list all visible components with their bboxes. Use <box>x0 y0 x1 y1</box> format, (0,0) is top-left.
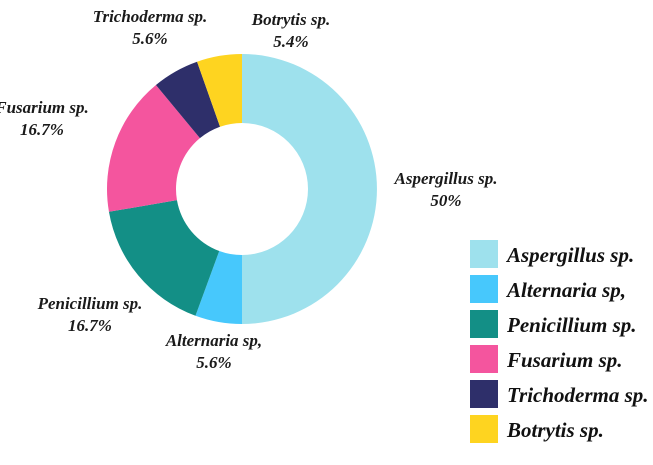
slice-label-name: Alternaria sp, <box>165 331 262 350</box>
legend-label: Trichoderma sp. <box>507 383 649 407</box>
slice-label-name: Trichoderma sp. <box>93 7 208 26</box>
slice-label-value: 50% <box>430 191 461 210</box>
slice-aspergillus-sp <box>242 54 377 324</box>
slice-label-name: Botrytis sp. <box>251 10 330 29</box>
legend-label: Penicillium sp. <box>506 313 637 337</box>
slice-label-value: 5.4% <box>273 32 308 51</box>
slice-label-name: Penicillium sp. <box>37 294 143 313</box>
legend-swatch <box>470 240 498 268</box>
legend-swatch <box>470 345 498 373</box>
slice-label-value: 16.7% <box>68 316 112 335</box>
slice-botrytis-sp <box>197 54 242 127</box>
slice-label-name: Fusarium sp. <box>0 98 89 117</box>
legend-label: Fusarium sp. <box>506 348 623 372</box>
legend-label: Aspergillus sp. <box>505 243 634 267</box>
legend-swatch <box>470 415 498 443</box>
legend: Aspergillus sp. Alternaria sp, Penicillium… <box>470 240 649 443</box>
slice-label-value: 16.7% <box>20 120 64 139</box>
slice-label-value: 5.6% <box>196 353 231 372</box>
legend-swatch <box>470 380 498 408</box>
slice-fusarium-sp <box>107 84 200 212</box>
slice-label-value: 5.6% <box>132 29 167 48</box>
slice-label-name: Aspergillus sp. <box>394 169 498 188</box>
slice-penicillium-sp <box>108 200 220 316</box>
legend-swatch <box>470 275 498 303</box>
legend-swatch <box>470 310 498 338</box>
legend-label: Alternaria sp, <box>505 278 626 302</box>
donut-slices <box>107 54 377 324</box>
slice-alternaria-sp <box>195 250 242 324</box>
legend-label: Botrytis sp. <box>506 418 604 442</box>
slice-labels: Aspergillus sp. 50% Alternaria sp, 5.6% Peni… <box>0 7 497 372</box>
slice-trichoderma-sp <box>155 61 221 139</box>
